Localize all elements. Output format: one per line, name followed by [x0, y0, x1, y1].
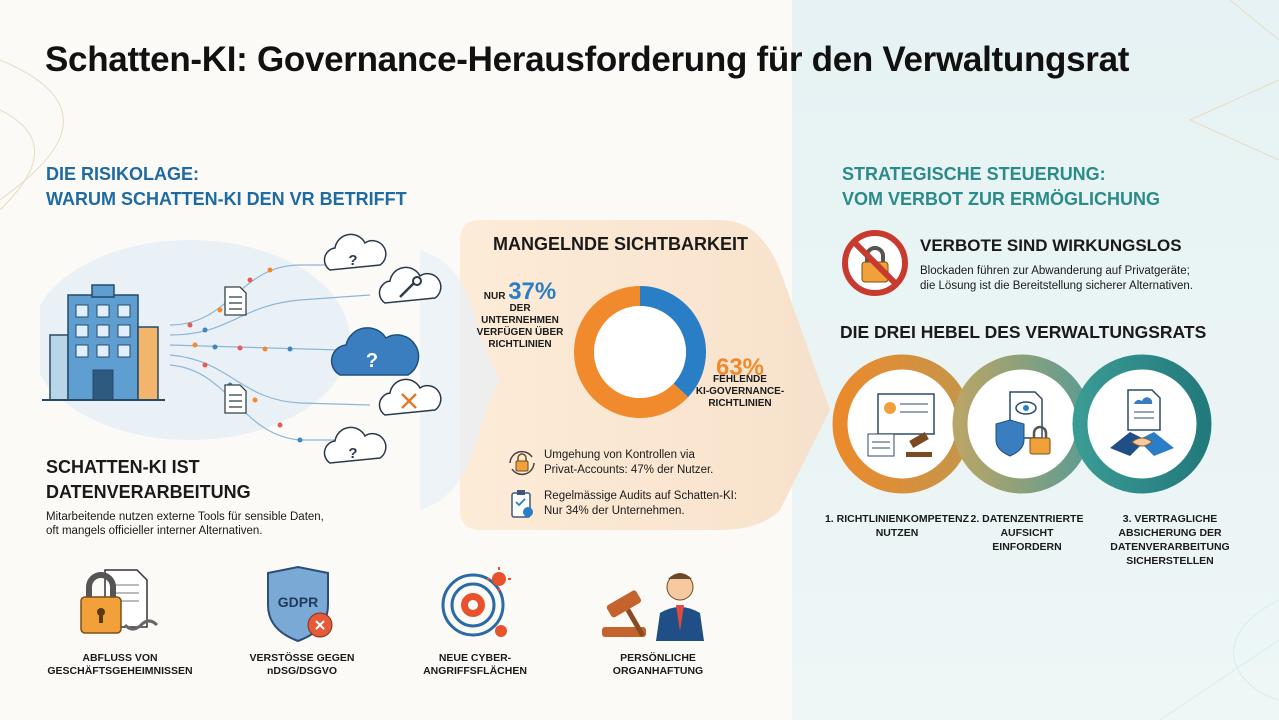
lever-label-2: 2. DATENZENTRIERTE AUFSICHT EINFORDERN	[952, 512, 1102, 554]
right-section-title-line2: VOM VERBOT ZUR ERMÖGLICHUNG	[842, 189, 1160, 209]
lock-cycle-icon	[509, 450, 535, 476]
donut-right-line2: KI-GOVERNANCE-	[695, 386, 785, 397]
donut-slice-1	[639, 286, 706, 398]
stat-bypass-line2: Privat-Accounts: 47% der Nutzer.	[544, 464, 714, 476]
lever-label-2-line1: 2. DATENZENTRIERTE	[970, 513, 1084, 525]
lever-label-3: 3. VERTRAGLICHE ABSICHERUNG DER DATENVER…	[1090, 512, 1250, 568]
cloud-question-icon-bottom: ?	[323, 426, 387, 464]
cloud-question-icon: ?	[323, 233, 387, 271]
cloud-tools-icon	[378, 378, 442, 416]
donut-right-line1: FEHLENDE	[713, 374, 767, 385]
left-section-title: DIE RISIKOLAGE: WARUM SCHATTEN-KI DEN VR…	[46, 162, 407, 212]
page-title: Schatten-KI: Governance-Herausforderung …	[45, 40, 1130, 79]
visibility-donut-chart	[574, 286, 706, 418]
right-section-title-line1: STRATEGISCHE STEUERUNG:	[842, 164, 1106, 184]
stat-bypass-line1: Umgehung von Kontrollen via	[544, 449, 695, 461]
donut-right-value: 63%	[715, 354, 765, 381]
data-processing-text: Mitarbeitende nutzen externe Tools für s…	[46, 510, 324, 538]
svg-text:?: ?	[348, 252, 357, 269]
lever-label-3-line3: DATENVERARBEITUNG	[1110, 541, 1230, 553]
stat-audits-line1: Regelmässige Audits auf Schatten-KI:	[544, 490, 738, 502]
svg-text:?: ?	[366, 350, 378, 372]
lever-label-2-line3: EINFORDERN	[992, 541, 1062, 553]
risk-label-liability-line2: ORGANHAFTUNG	[612, 665, 704, 677]
donut-slice-2	[574, 286, 689, 418]
risk-label-secrets-line2: GESCHÄFTSGEHEIMNISSEN	[47, 665, 193, 677]
shadow-ai-illustration: ? ? ?	[40, 233, 442, 464]
risk-label-cyber: NEUE CYBER- ANGRIFFSFLÄCHEN	[395, 652, 555, 678]
cloud-question-icon-large: ?	[330, 327, 420, 376]
stat-bypass: Umgehung von Kontrollen via Privat-Accou…	[544, 448, 713, 478]
lever-label-3-line4: SICHERSTELLEN	[1126, 555, 1214, 567]
left-section-title-line1: DIE RISIKOLAGE:	[46, 164, 200, 184]
cloud-wrench-icon	[378, 266, 442, 304]
data-processing-text-line2: oft mangels officieller interner Alterna…	[46, 525, 263, 537]
verbote-text: Blockaden führen zur Abwanderung auf Pri…	[920, 264, 1193, 294]
target-virus-icon	[441, 567, 511, 637]
verbote-text-line2: die Lösung ist die Bereitstellung sicher…	[920, 280, 1193, 292]
risk-label-secrets: ABFLUSS VON GESCHÄFTSGEHEIMNISSEN	[40, 652, 200, 678]
risk-label-liability: PERSÖNLICHE ORGANHAFTUNG	[578, 652, 738, 678]
lever-label-2-line2: AUFSICHT	[1000, 527, 1054, 539]
lever-label-1-line2: NUTZEN	[875, 527, 919, 539]
office-building-icon	[42, 284, 165, 401]
risk-label-gdpr-line2: nDSG/DSGVO	[266, 665, 337, 677]
donut-left-line1: DER UNTERNEHMEN	[481, 303, 559, 326]
right-section-title: STRATEGISCHE STEUERUNG: VOM VERBOT ZUR E…	[842, 162, 1160, 212]
clipboard-check-icon	[511, 490, 533, 518]
risk-label-secrets-line1: ABFLUSS VON	[82, 652, 158, 664]
left-section-title-line2: WARUM SCHATTEN-KI DEN VR BETRIFFT	[46, 189, 407, 209]
donut-slices	[574, 286, 706, 418]
contract-handshake-icon	[1110, 389, 1174, 456]
risk-label-cyber-line2: ANGRIFFSFLÄCHEN	[423, 665, 527, 677]
gavel-person-icon	[602, 573, 704, 641]
lever-label-3-line1: 3. VERTRAGLICHE	[1122, 513, 1218, 525]
levers-title: DIE DREI HEBEL DES VERWALTUNGSRATS	[840, 322, 1207, 342]
svg-text:?: ?	[348, 445, 357, 462]
gdpr-shield-icon: GDPR	[267, 565, 333, 643]
lever-label-3-line2: ABSICHERUNG DER	[1118, 527, 1222, 539]
policy-board-icon	[867, 393, 935, 457]
donut-left-line3: RICHTLINIEN	[488, 339, 552, 350]
donut-left-label: NUR 37% DER UNTERNEHMEN VERFÜGEN ÜBER RI…	[470, 280, 570, 351]
risk-label-cyber-line1: NEUE CYBER-	[438, 652, 512, 664]
lever-label-1-line1: 1. RICHTLINIENKOMPETENZ	[824, 513, 970, 525]
data-processing-title-line1: SCHATTEN-KI IST	[46, 457, 200, 477]
data-processing-title: SCHATTEN-KI IST DATENVERARBEITUNG	[46, 455, 251, 505]
risk-label-gdpr-line1: VERSTÖSSE GEGEN	[249, 652, 355, 664]
lock-document-icon	[80, 569, 159, 634]
lever-label-1: 1. RICHTLINIENKOMPETENZ NUTZEN	[812, 512, 982, 540]
donut-right-label: 63% FEHLENDE KI-GOVERNANCE- RICHTLINIEN	[685, 354, 795, 410]
data-oversight-icon	[995, 391, 1051, 457]
donut-hole	[594, 306, 686, 398]
donut-right-line3: RICHTLINIEN	[708, 398, 772, 409]
verbote-title: VERBOTE SIND WIRKUNGSLOS	[920, 236, 1182, 255]
risk-label-liability-line1: PERSÖNLICHE	[620, 652, 696, 664]
verbote-text-line1: Blockaden führen zur Abwanderung auf Pri…	[920, 265, 1190, 277]
gdpr-badge-text: GDPR	[278, 594, 318, 610]
levers-rings	[832, 354, 1212, 494]
donut-left-line2: VERFÜGEN ÜBER	[476, 327, 564, 338]
visibility-title: MANGELNDE SICHTBARKEIT	[493, 234, 748, 254]
risk-label-gdpr: VERSTÖSSE GEGEN nDSG/DSGVO	[222, 652, 382, 678]
donut-left-value: 37%	[508, 278, 557, 305]
donut-left-prefix: NUR	[483, 291, 506, 302]
stat-audits-line2: Nur 34% der Unternehmen.	[544, 505, 685, 517]
no-lock-icon	[842, 230, 908, 296]
data-processing-title-line2: DATENVERARBEITUNG	[46, 482, 251, 502]
document-icon	[224, 286, 247, 414]
stat-audits: Regelmässige Audits auf Schatten-KI: Nur…	[544, 489, 737, 519]
data-processing-text-line1: Mitarbeitende nutzen externe Tools für s…	[46, 511, 324, 523]
